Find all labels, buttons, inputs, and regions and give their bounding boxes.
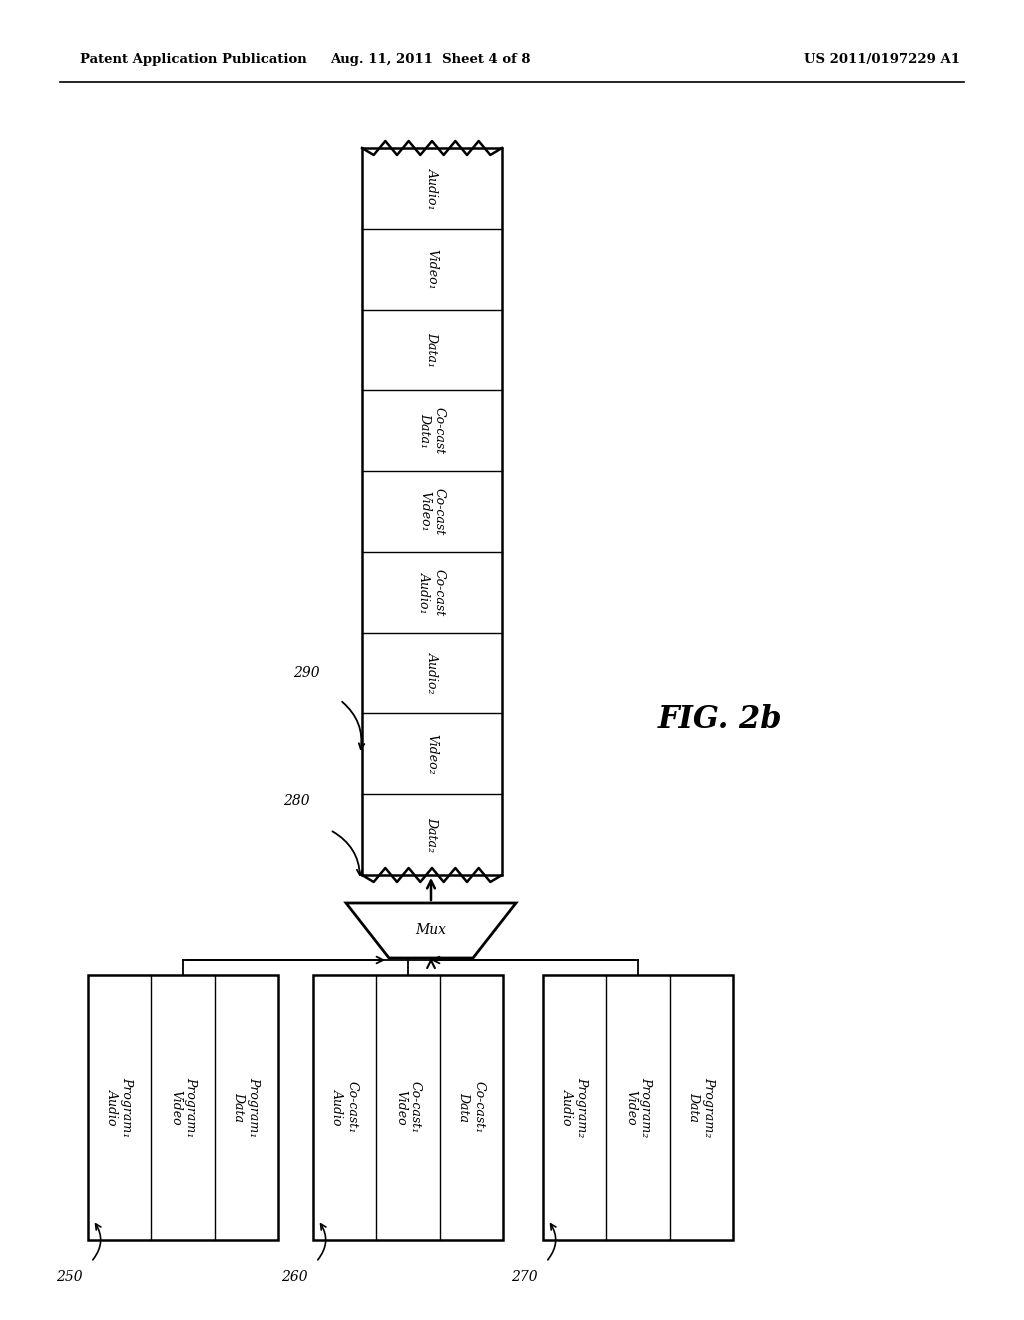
Text: Program₂
Audio: Program₂ Audio xyxy=(561,1077,589,1138)
Text: 290: 290 xyxy=(293,667,319,680)
Text: Data₂: Data₂ xyxy=(426,817,438,853)
Text: 260: 260 xyxy=(282,1270,308,1284)
Text: Co-cast
Data₁: Co-cast Data₁ xyxy=(418,407,446,454)
Text: Aug. 11, 2011  Sheet 4 of 8: Aug. 11, 2011 Sheet 4 of 8 xyxy=(330,54,530,66)
Text: Co-cast₁
Audio: Co-cast₁ Audio xyxy=(331,1081,358,1134)
Text: US 2011/0197229 A1: US 2011/0197229 A1 xyxy=(804,54,961,66)
Text: Co-cast₁
Video: Co-cast₁ Video xyxy=(394,1081,422,1134)
Text: FIG. 2b: FIG. 2b xyxy=(657,705,782,735)
Text: Program₁
Data: Program₁ Data xyxy=(232,1077,260,1138)
Text: 270: 270 xyxy=(511,1270,538,1284)
Text: Video₁: Video₁ xyxy=(426,249,438,289)
Text: Co-cast
Video₁: Co-cast Video₁ xyxy=(418,488,446,535)
Text: Mux: Mux xyxy=(416,924,446,937)
Text: Data₁: Data₁ xyxy=(426,333,438,367)
Text: 280: 280 xyxy=(284,795,310,808)
Text: Patent Application Publication: Patent Application Publication xyxy=(80,54,307,66)
Text: Program₁
Audio: Program₁ Audio xyxy=(105,1077,134,1138)
Bar xyxy=(362,148,502,875)
Text: Audio₂: Audio₂ xyxy=(426,652,438,694)
Text: Audio₁: Audio₁ xyxy=(426,168,438,209)
Text: Program₁
Video: Program₁ Video xyxy=(169,1077,197,1138)
Text: Co-cast
Audio₁: Co-cast Audio₁ xyxy=(418,569,446,616)
Text: Co-cast₁
Data: Co-cast₁ Data xyxy=(458,1081,485,1134)
Text: Video₂: Video₂ xyxy=(426,734,438,774)
Bar xyxy=(88,975,278,1239)
Text: Program₂
Video: Program₂ Video xyxy=(624,1077,652,1138)
Text: Program₂
Data: Program₂ Data xyxy=(687,1077,716,1138)
Polygon shape xyxy=(346,903,516,958)
Bar xyxy=(313,975,503,1239)
Bar xyxy=(543,975,733,1239)
Text: 250: 250 xyxy=(56,1270,83,1284)
